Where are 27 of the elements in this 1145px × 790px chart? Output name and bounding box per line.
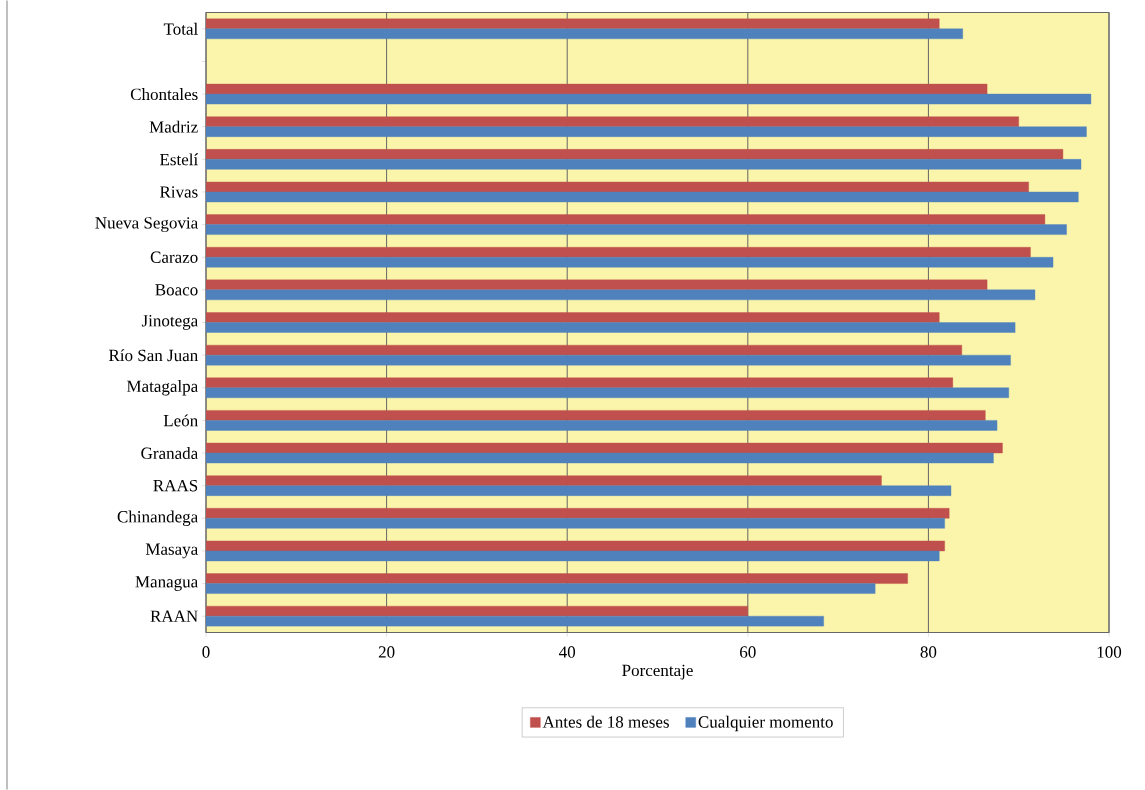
x-tick-label: 60 [740, 646, 756, 658]
y-tick-label: Carazo [150, 251, 198, 263]
y-tick-label: Matagalpa [126, 380, 198, 396]
y-tick-label: Madriz [149, 120, 198, 133]
y-tick-label: Granada [141, 447, 198, 460]
x-tick-label: 100 [1097, 646, 1122, 658]
x-tick-label: 80 [920, 646, 937, 658]
legend-label: Antes de 18 meses [542, 715, 669, 728]
y-tick-label: Boaco [155, 284, 198, 296]
y-tick-label: Total [163, 22, 198, 35]
y-tick-label: Nueva Segovia [95, 217, 198, 233]
y-tick-label: Estelí [159, 153, 199, 166]
y-tick-label: Río San Juan [108, 349, 198, 362]
x-axis-title: Porcentaje [622, 664, 693, 680]
x-tick-label: 0 [202, 646, 210, 658]
legend-label: Cualquier momento [698, 715, 833, 732]
x-tick-label: 40 [559, 646, 576, 658]
y-tick-label: Masaya [145, 543, 198, 559]
y-tick-label: Rivas [159, 186, 198, 198]
y-tick-label: León [163, 414, 198, 427]
y-tick-label: RAAN [150, 610, 198, 622]
x-tick-label: 20 [378, 646, 395, 658]
y-tick-label: Chontales [130, 88, 198, 101]
y-tick-label: Jinotega [141, 315, 198, 330]
y-tick-label: Chinandega [117, 510, 198, 527]
y-tick-label: RAAS [153, 479, 198, 492]
y-tick-label: Managua [135, 576, 198, 591]
